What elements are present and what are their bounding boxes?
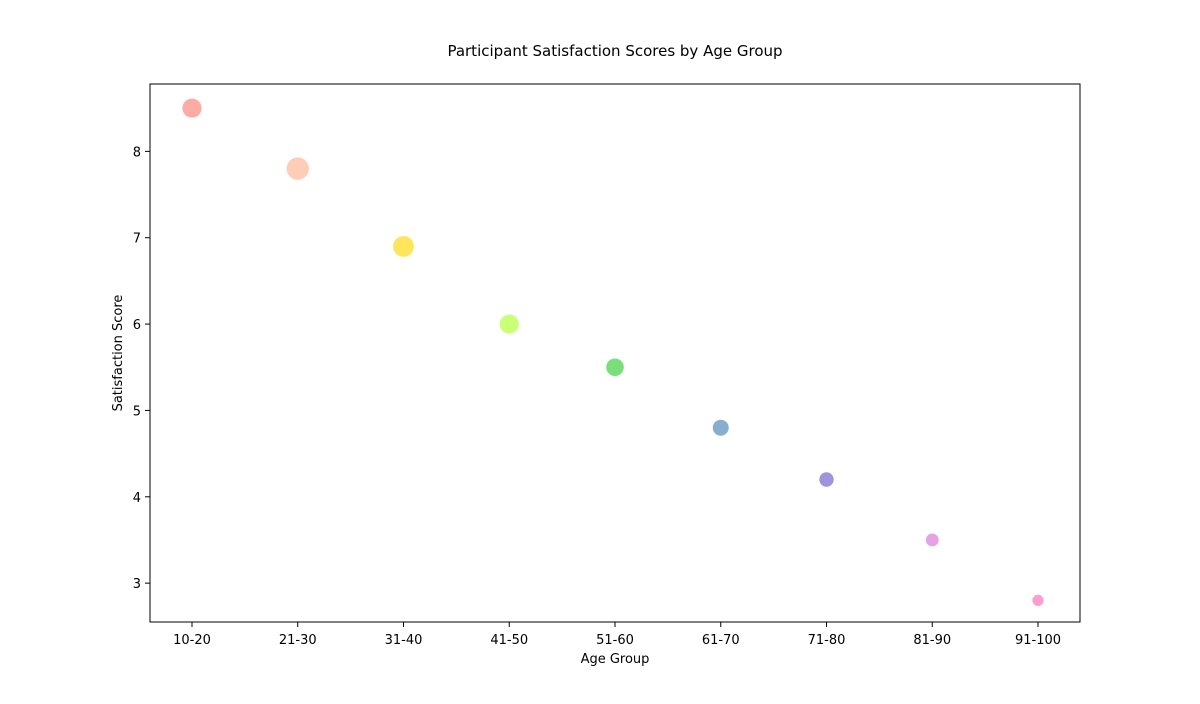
x-tick-label: 31-40 — [385, 633, 423, 648]
y-tick-label: 4 — [133, 491, 141, 506]
data-point — [499, 314, 519, 334]
y-tick-label: 6 — [133, 318, 141, 333]
x-tick-label: 91-100 — [1015, 633, 1061, 648]
x-axis: 10-20 21-30 31-40 41-50 51-60 61-70 71-80 81-90… — [173, 622, 1061, 648]
y-tick-label: 5 — [133, 404, 141, 419]
data-point — [393, 235, 414, 257]
data-point — [286, 157, 309, 180]
points-layer — [182, 98, 1044, 607]
data-point — [182, 98, 202, 118]
x-tick-label: 41-50 — [490, 633, 528, 648]
y-axis-label: Satisfaction Score — [111, 295, 126, 412]
x-axis-label: Age Group — [581, 652, 650, 667]
data-point — [925, 533, 939, 547]
x-tick-label: 81-90 — [913, 633, 951, 648]
y-tick-label: 7 — [133, 232, 141, 247]
x-tick-label: 61-70 — [702, 633, 740, 648]
data-point — [606, 358, 624, 377]
data-point — [1032, 594, 1044, 607]
y-axis: 3 4 5 6 7 8 — [133, 145, 150, 592]
x-tick-label: 10-20 — [173, 633, 211, 648]
chart-title: Participant Satisfaction Scores by Age G… — [447, 42, 782, 60]
y-tick-label: 3 — [133, 577, 141, 592]
x-tick-label: 71-80 — [808, 633, 846, 648]
x-tick-label: 21-30 — [279, 633, 317, 648]
x-tick-label: 51-60 — [596, 633, 634, 648]
y-tick-label: 8 — [133, 145, 141, 160]
data-point — [712, 419, 729, 436]
data-point — [819, 472, 834, 487]
